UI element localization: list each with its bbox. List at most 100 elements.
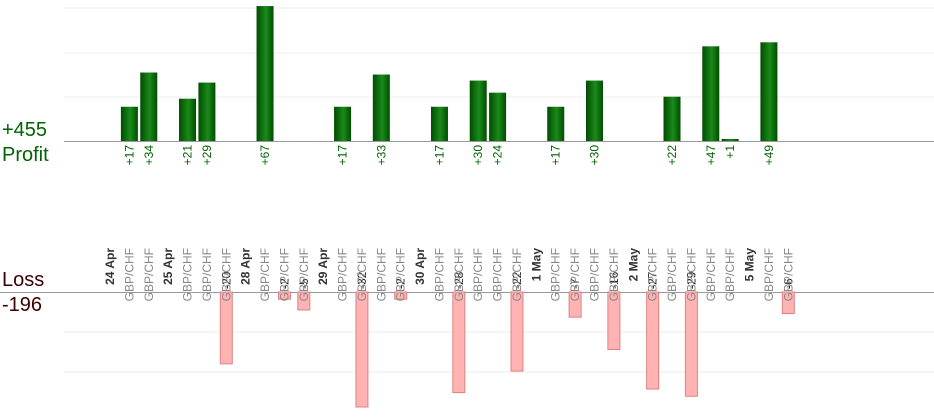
date-label: 1 May <box>529 248 543 282</box>
loss-value-label: -28 <box>452 271 466 289</box>
pair-label: GBP/CHF <box>181 248 195 301</box>
date-label: 24 Apr <box>103 248 117 285</box>
date-label: 2 May <box>626 248 640 282</box>
loss-bar <box>781 291 795 315</box>
pair-label: GBP/CHF <box>762 248 776 301</box>
pair-label: GBP/CHF <box>723 248 737 301</box>
loss-value-label: -2 <box>277 278 291 289</box>
pair-label: GBP/CHF <box>549 248 563 301</box>
loss-bar <box>607 291 621 350</box>
profit-label: Profit <box>2 144 49 166</box>
loss-bar <box>297 291 311 311</box>
loss-bar <box>684 291 698 397</box>
profit-bar <box>198 82 216 141</box>
pair-label: GBP/CHF <box>277 248 291 301</box>
profit-bar <box>334 106 352 141</box>
profit-bar <box>547 106 565 141</box>
profit-bar <box>760 42 778 141</box>
profit-value-label: +1 <box>723 145 737 159</box>
profit-bars: +17 +34 +21 +29 +67 +17 +33 +17 +30 +24 +17 +30 +22 +… <box>120 6 778 166</box>
profit-bar <box>179 98 197 141</box>
profit-value-label: +34 <box>142 145 156 166</box>
loss-value-label: -29 <box>684 271 698 289</box>
loss-value-label: -32 <box>355 271 369 289</box>
profit-value-label: +30 <box>588 145 602 166</box>
profit-bar <box>372 74 390 141</box>
pair-label: GBP/CHF <box>142 248 156 301</box>
profit-value-label: +33 <box>374 145 388 166</box>
pair-label: GBP/CHF <box>568 248 582 301</box>
loss-value-label: -2 <box>394 278 408 289</box>
loss-value-label: -27 <box>646 271 660 289</box>
axes <box>0 141 934 293</box>
profit-value-label: +17 <box>122 145 136 166</box>
date-label: 28 Apr <box>239 248 253 285</box>
profit-value-label: +21 <box>181 145 195 166</box>
pair-label: GBP/CHF <box>510 248 524 301</box>
pair-label: GBP/CHF <box>374 248 388 301</box>
loss-bar <box>510 291 524 372</box>
pair-label: GBP/CHF <box>491 248 505 301</box>
profit-bar <box>469 80 487 141</box>
profit-bar <box>489 92 507 141</box>
loss-value-label: -16 <box>607 271 621 289</box>
loss-bar <box>568 291 582 318</box>
pair-label: GBP/CHF <box>471 248 485 301</box>
profit-bar <box>721 138 739 141</box>
date-label: 5 May <box>743 248 757 282</box>
summary-panel: +455 Profit Loss -196 <box>2 0 82 420</box>
loss-bar <box>277 291 291 300</box>
pair-label: GBP/CHF <box>607 248 621 301</box>
category-labels: 24 Apr GBP/CHF GBP/CHF 25 Apr GBP/CHF GBP/CHF… <box>103 248 795 302</box>
pair-label: GBP/CHF <box>665 248 679 301</box>
loss-bar <box>394 291 408 300</box>
pair-label: GBP/CHF <box>684 248 698 301</box>
loss-bars: -20 -2 -5 -32 -2 -28 -22 -7 -16 -27 -29 -6 <box>219 271 795 408</box>
profit-value-label: +24 <box>491 145 505 166</box>
profit-bar <box>256 6 274 141</box>
date-label: 30 Apr <box>413 248 427 285</box>
profit-bar <box>702 46 720 142</box>
loss-bar <box>452 291 466 394</box>
pair-label: GBP/CHF <box>355 248 369 301</box>
pair-label: GBP/CHF <box>122 248 136 301</box>
profit-value-label: +30 <box>471 145 485 166</box>
profit-bar <box>430 106 448 141</box>
loss-value-label: -6 <box>781 278 795 289</box>
loss-bar <box>219 291 233 365</box>
profit-total: +455 <box>2 119 48 141</box>
loss-bar <box>646 291 660 390</box>
pair-label: GBP/CHF <box>646 248 660 301</box>
pair-label: GBP/CHF <box>200 248 214 301</box>
date-label: 25 Apr <box>161 248 175 285</box>
profit-bar <box>586 80 603 141</box>
loss-label: Loss <box>2 269 45 291</box>
loss-value-label: -7 <box>568 278 582 289</box>
grid-lines <box>64 7 934 373</box>
pair-label: GBP/CHF <box>258 248 272 301</box>
profit-value-label: +29 <box>200 145 214 166</box>
profit-bar <box>140 72 158 141</box>
loss-total: -196 <box>2 294 43 316</box>
pair-label: GBP/CHF <box>394 248 408 301</box>
pair-label: GBP/CHF <box>452 248 466 301</box>
pair-label: GBP/CHF <box>297 248 311 301</box>
profit-value-label: +49 <box>762 145 776 166</box>
pair-label: GBP/CHF <box>219 248 233 301</box>
loss-value-label: -5 <box>297 278 311 289</box>
pair-label: GBP/CHF <box>336 248 350 301</box>
profit-value-label: +17 <box>549 145 563 166</box>
pair-label: GBP/CHF <box>432 248 446 301</box>
profit-value-label: +17 <box>432 145 446 166</box>
profit-value-label: +17 <box>336 145 350 166</box>
loss-value-label: -22 <box>510 271 524 289</box>
profit-bar <box>120 106 138 141</box>
profit-value-label: +67 <box>258 145 272 166</box>
pair-label: GBP/CHF <box>704 248 718 301</box>
loss-value-label: -20 <box>219 271 233 289</box>
profit-bar <box>663 96 681 141</box>
loss-bar <box>355 291 369 408</box>
pair-label: GBP/CHF <box>781 248 795 301</box>
profit-value-label: +22 <box>665 145 679 166</box>
